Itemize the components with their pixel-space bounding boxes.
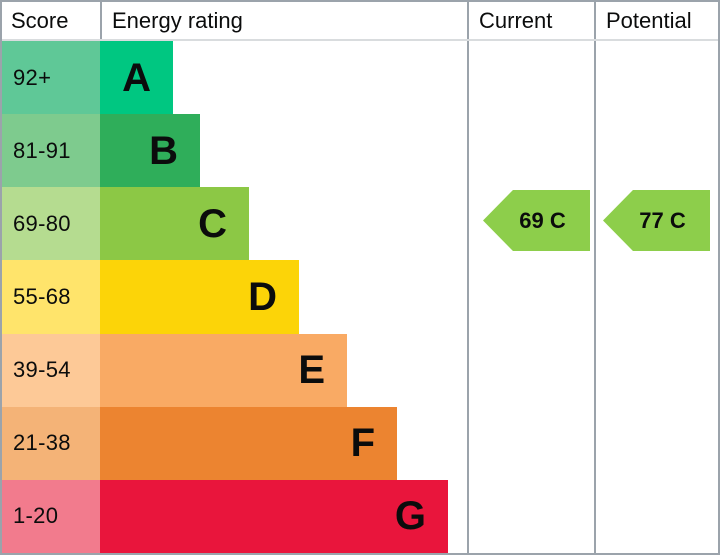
band-row-b: 81-91 B (2, 114, 450, 188)
header-current: Current (479, 8, 553, 33)
band-bar-c: C (100, 187, 249, 261)
score-range-a: 92+ (2, 41, 100, 115)
chart-header: Score Energy rating Current Potential (2, 2, 718, 40)
band-letter-a: A (122, 55, 151, 100)
band-row-g: 1-20 G (2, 479, 450, 553)
band-bar-d: D (100, 260, 299, 334)
current-rating-label: 69 C (519, 207, 566, 233)
band-bar-b: B (100, 114, 200, 188)
potential-rating-label: 77 C (639, 207, 686, 233)
header-energy-rating: Energy rating (112, 8, 243, 33)
band-row-e: 39-54 E (2, 333, 450, 407)
current-rating-arrow: 69 C (483, 190, 590, 251)
current-column-divider (467, 2, 469, 553)
band-letter-f: F (350, 421, 375, 466)
band-bar-g: G (100, 479, 448, 553)
band-bar-e: E (100, 333, 347, 407)
band-letter-e: E (298, 348, 325, 393)
band-letter-d: D (248, 274, 277, 319)
score-range-g: 1-20 (2, 479, 100, 553)
score-range-b: 81-91 (2, 114, 100, 188)
header-underline (2, 39, 718, 41)
header-potential: Potential (606, 8, 692, 33)
score-range-e: 39-54 (2, 333, 100, 407)
band-letter-c: C (198, 201, 227, 246)
band-row-f: 21-38 F (2, 406, 450, 480)
band-row-d: 55-68 D (2, 260, 450, 334)
score-range-c: 69-80 (2, 187, 100, 261)
band-row-c: 69-80 C (2, 187, 450, 261)
potential-rating-arrow: 77 C (603, 190, 710, 251)
header-score: Score (11, 8, 69, 33)
score-range-d: 55-68 (2, 260, 100, 334)
band-bar-a: A (100, 41, 173, 115)
score-column-divider (100, 2, 102, 40)
band-rows: 92+ A 81-91 B 69-80 C 55-68 D 39-54 (2, 41, 450, 553)
band-row-a: 92+ A (2, 41, 450, 115)
potential-column-divider (594, 2, 596, 553)
band-letter-g: G (394, 494, 426, 539)
band-bar-f: F (100, 406, 397, 480)
score-range-f: 21-38 (2, 406, 100, 480)
band-letter-b: B (149, 128, 178, 173)
